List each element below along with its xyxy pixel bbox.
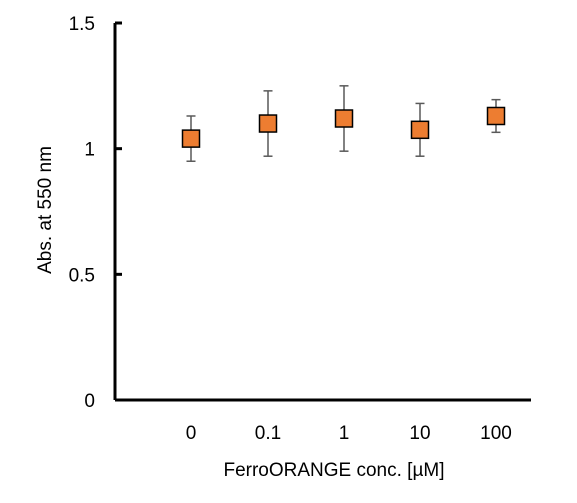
- data-point-marker: [410, 120, 430, 140]
- data-point-marker: [181, 129, 201, 148]
- y-tick-label: 1.5: [69, 14, 95, 35]
- y-tick-label: 0.5: [69, 265, 95, 286]
- x-tick-label: 0: [186, 423, 197, 444]
- x-tick-label: 1: [339, 423, 350, 444]
- x-tick-label: 10: [409, 423, 430, 444]
- x-tick-label: 0.1: [255, 423, 281, 444]
- data-markers: [181, 106, 506, 148]
- y-tick-label: 1: [84, 140, 95, 161]
- y-tick-label: 0: [84, 391, 95, 412]
- data-point-marker: [486, 106, 506, 126]
- x-axis-title: FerroORANGE conc. [µM]: [223, 460, 444, 481]
- x-tick-label: 100: [480, 423, 512, 444]
- y-axis-title: Abs. at 550 nm: [35, 146, 56, 274]
- data-point-marker: [258, 114, 278, 133]
- axes: [113, 21, 531, 402]
- tick-labels: 0 0.5 1 1.5 0 0.1 1 10 100: [69, 14, 512, 444]
- data-point-marker: [334, 109, 354, 128]
